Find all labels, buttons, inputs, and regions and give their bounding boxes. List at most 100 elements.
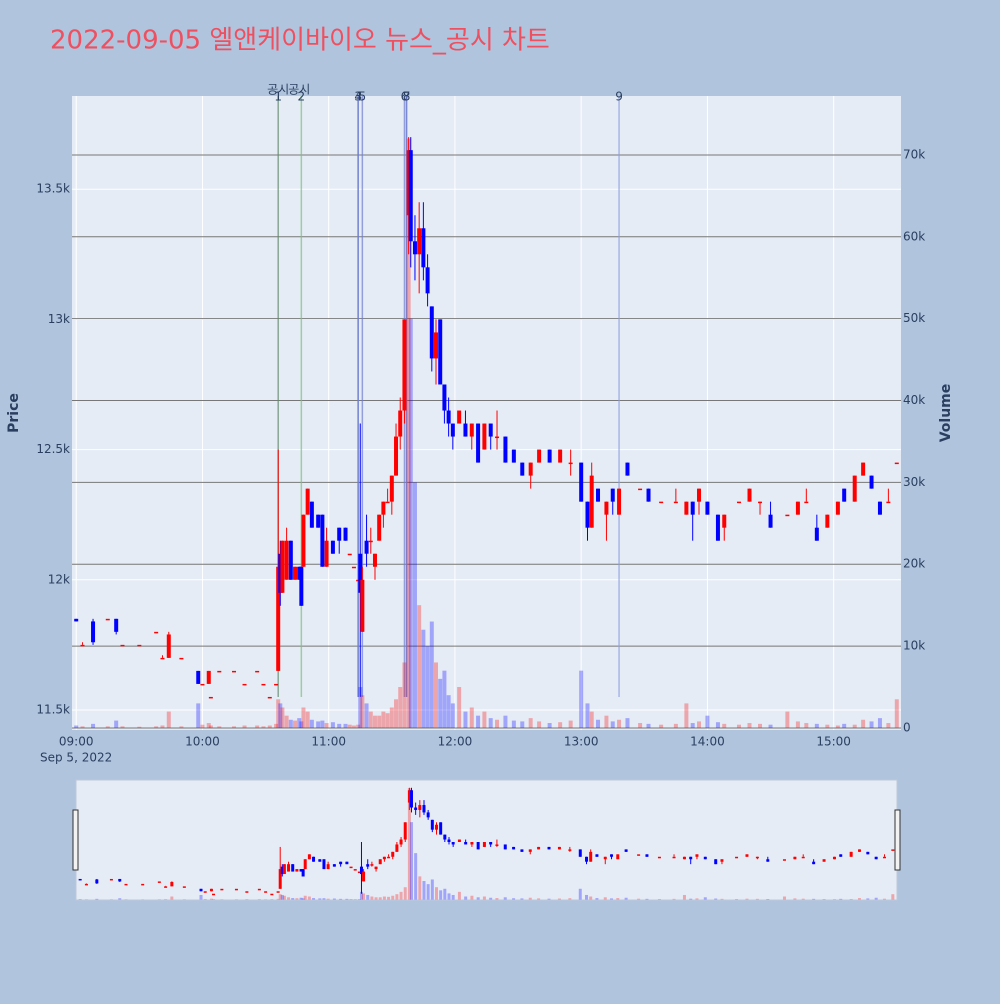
candle-body	[737, 502, 741, 504]
candle-body	[684, 502, 688, 515]
y-tick-label: 12.5k	[36, 442, 70, 456]
volume-bar	[858, 898, 861, 900]
volume-bar	[160, 725, 164, 727]
candle-body	[611, 489, 615, 502]
y-tick-label: 13k	[48, 312, 70, 326]
candle-body	[489, 424, 493, 437]
y2-tick-label: 10k	[903, 639, 925, 653]
candle-body	[106, 619, 110, 621]
slider-handle-left[interactable]	[73, 810, 78, 870]
candle-body	[114, 619, 118, 632]
volume-bar	[512, 898, 515, 899]
volume-bar	[520, 721, 524, 728]
candle-body	[697, 489, 701, 502]
x-tick-label: 12:00	[438, 735, 473, 749]
volume-bar	[853, 725, 857, 728]
volume-bar	[638, 723, 642, 728]
candle-body	[431, 820, 434, 830]
candle-body	[589, 852, 592, 862]
volume-bar	[431, 879, 434, 899]
candle-body	[714, 859, 717, 864]
candle-body	[878, 502, 882, 515]
volume-bar	[200, 895, 203, 900]
volume-bar	[458, 892, 461, 900]
candle-body	[625, 463, 629, 476]
candle-body	[691, 502, 695, 515]
candle-body	[235, 889, 238, 891]
volume-bar	[261, 726, 265, 728]
volume-bar	[442, 671, 446, 728]
candle-body	[647, 489, 651, 502]
volume-bar	[413, 482, 417, 728]
candle-body	[637, 854, 640, 856]
candle-body	[836, 502, 840, 515]
volume-bar	[512, 721, 516, 728]
volume-bar	[504, 897, 507, 899]
candle-body	[812, 862, 815, 864]
candle-body	[804, 502, 808, 504]
volume-bar	[714, 899, 717, 900]
candle-body	[220, 889, 223, 891]
candle-body	[120, 645, 124, 647]
volume-bar	[489, 718, 493, 728]
volume-bar	[568, 898, 571, 899]
candle-body	[370, 864, 373, 866]
slider-handle-right[interactable]	[895, 810, 900, 870]
candle-body	[825, 515, 829, 528]
volume-bar	[451, 703, 455, 728]
candle-body	[793, 857, 796, 859]
candle-body	[232, 671, 236, 673]
volume-bar	[200, 725, 204, 728]
volume-bar	[344, 724, 348, 728]
candle-body	[331, 541, 335, 554]
candle-body	[287, 864, 290, 871]
candle-body	[245, 891, 248, 893]
candle-body	[81, 645, 85, 647]
candle-body	[891, 849, 894, 851]
candle-body	[318, 859, 321, 861]
candle-body	[409, 150, 413, 241]
volume-bar	[447, 695, 451, 728]
range-slider[interactable]	[76, 780, 897, 900]
candle-body	[590, 476, 594, 528]
candle-body	[604, 502, 608, 515]
volume-bar	[558, 722, 562, 728]
volume-bar	[476, 716, 480, 728]
candle-body	[212, 894, 215, 896]
candle-body	[322, 859, 325, 869]
candle-body	[689, 857, 692, 859]
candle-body	[362, 872, 365, 882]
candle-body	[769, 515, 773, 528]
candle-body	[110, 879, 113, 881]
y-axis-title: Price	[6, 393, 22, 433]
candle-body	[477, 842, 480, 849]
candle-body	[381, 502, 385, 515]
candle-body	[280, 541, 284, 593]
volume-bar	[590, 712, 594, 728]
candle-body	[414, 807, 417, 809]
candle-body	[369, 541, 373, 543]
candle-body	[579, 463, 583, 502]
candle-body	[196, 671, 200, 684]
volume-bar	[362, 893, 365, 899]
candle-body	[464, 842, 467, 844]
volume-bar	[684, 703, 688, 728]
candle-body	[310, 502, 314, 528]
candle-body	[438, 319, 442, 384]
volume-bar	[697, 721, 701, 728]
volume-bar	[352, 725, 356, 727]
volume-bar	[495, 898, 498, 900]
volume-bar	[658, 899, 661, 900]
candle-body	[658, 857, 661, 859]
candle-body	[301, 515, 305, 567]
candle-body	[291, 864, 294, 871]
volume-bar	[866, 898, 869, 899]
y-tick-label: 11.5k	[36, 702, 70, 716]
volume-bar	[695, 898, 698, 899]
volume-bar	[427, 884, 430, 899]
y-tick-label: 13.5k	[36, 182, 70, 196]
candle-body	[350, 867, 353, 869]
volume-bar	[482, 712, 486, 728]
candle-body	[470, 424, 474, 437]
y2-tick-label: 20k	[903, 557, 925, 571]
